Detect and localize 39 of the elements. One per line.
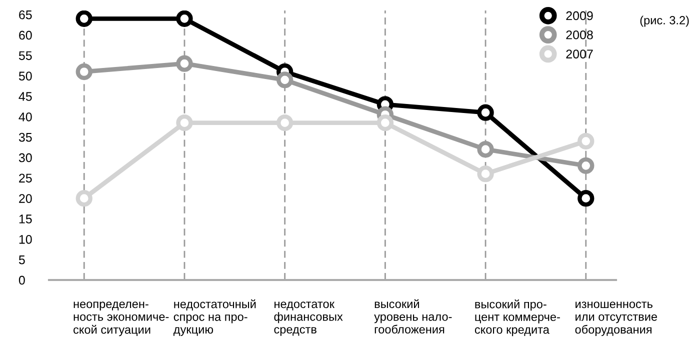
point (276, 72, 294, 88)
y-tick-label: 40 (18, 112, 32, 122)
point (477, 141, 494, 158)
y-tick-label: 10 (19, 234, 32, 244)
y-tick-label: 50 (18, 72, 32, 80)
legend-label: 2009 (566, 11, 593, 20)
point (578, 157, 594, 174)
x-tick-label: изношенность или отсутствие оборудования (575, 302, 658, 336)
y-tick-label: 30 (18, 153, 32, 162)
point (176, 10, 193, 27)
legend-label: 2008 (566, 30, 593, 40)
y-tick-label: 20 (19, 194, 32, 203)
y-tick-label: 35 (18, 132, 32, 142)
point (176, 114, 193, 132)
y-tick-label: 55 (18, 51, 32, 60)
point (578, 132, 594, 150)
y-tick-label: 65 (19, 10, 32, 20)
x-tick-label: высокий уровень нало- гообложения (374, 299, 452, 334)
point (477, 166, 494, 182)
text: (рис. 3.2) (640, 16, 689, 27)
legend-label: 2007 (566, 50, 593, 58)
x-tick-label: недостаток финансовых средств (274, 302, 343, 336)
x-tick-label: высокий про- цент коммерче- ского кредита (474, 299, 560, 336)
y-tick-label: 25 (19, 174, 32, 183)
point (376, 114, 394, 132)
y-tick-label: 60 (19, 30, 32, 40)
point (578, 190, 594, 207)
y-tick-label: 15 (19, 214, 32, 224)
x-tick-label: недостаточный спрос на про- дукцию (173, 299, 256, 336)
y-tick-label: 5 (18, 256, 25, 264)
x-tick-label: неопределен- ность экономиче- ской ситуации (74, 302, 169, 336)
point (477, 104, 494, 121)
point (76, 190, 92, 207)
y-tick-label: 0 (18, 276, 25, 285)
point (276, 114, 294, 132)
point (76, 63, 92, 80)
y-tick-label: 45 (18, 92, 32, 101)
point (176, 55, 193, 72)
point (76, 10, 92, 27)
